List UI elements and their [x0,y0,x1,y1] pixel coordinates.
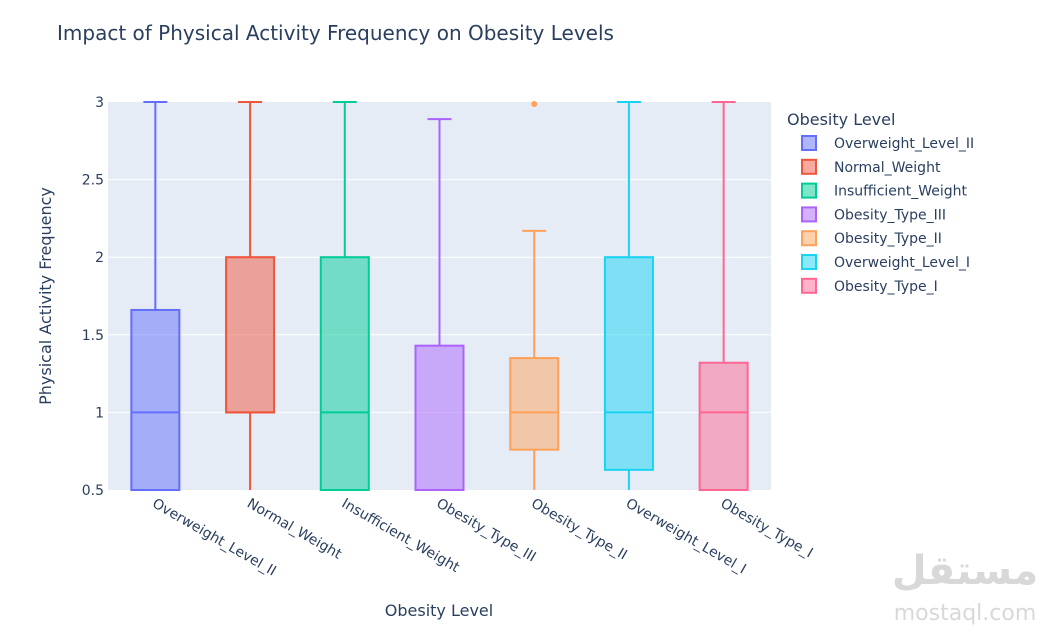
box-normal-weight [225,101,276,490]
x-tick-label: Obesity_Type_I [718,496,816,562]
box-body [130,308,181,491]
y-tick-label: 1.5 [82,328,104,344]
legend-item[interactable]: Overweight_Level_I [801,254,970,271]
legend-swatch [801,182,817,199]
legend-swatch [801,158,817,175]
box-body [698,361,749,491]
box-insufficient-weight [319,101,370,492]
chart-title: Impact of Physical Activity Frequency on… [57,21,614,45]
legend-item[interactable]: Obesity_Type_II [801,230,942,247]
legend-label: Overweight_Level_I [834,255,970,271]
y-axis-label: Physical Activity Frequency [36,187,55,405]
x-axis-label: Obesity Level [385,601,493,620]
legend-swatch [801,254,817,270]
legend-label: Normal_Weight [834,160,941,176]
legend-item[interactable]: Obesity_Type_I [801,277,938,295]
box-body [603,256,654,471]
legend-item[interactable]: Obesity_Type_III [801,206,946,223]
y-tick-label: 1 [95,405,104,421]
legend-label: Obesity_Type_I [834,279,938,295]
y-tick-label: 2 [95,250,104,266]
legend-title: Obesity Level [787,110,895,129]
box-body [319,256,370,492]
legend-item[interactable]: Overweight_Level_II [801,135,974,152]
legend-item[interactable]: Normal_Weight [801,158,941,176]
y-tick-label: 3 [95,95,104,111]
legend-label: Overweight_Level_II [834,136,974,152]
box-obesity-type-i [698,101,749,491]
legend-label: Obesity_Type_III [834,207,946,223]
x-tick-label: Normal_Weight [244,496,345,563]
legend-swatch [801,206,817,223]
box-obesity-type-iii [414,118,465,491]
legend-swatch [801,135,817,151]
legend-swatch [801,230,817,247]
box-body [509,357,560,451]
box-obesity-type-ii [509,101,560,490]
legend-item[interactable]: Insufficient_Weight [801,182,968,200]
legend-label: Obesity_Type_II [834,231,942,247]
x-tick-label: Obesity_Type_II [528,496,629,564]
y-tick-label: 0.5 [82,483,104,499]
box-body [414,344,465,491]
y-tick-label: 2.5 [82,173,104,189]
watermark-logo: مستقل [892,548,1038,594]
box-body [225,256,276,414]
legend-swatch [801,277,817,294]
box-overweight-level-ii [130,101,181,491]
watermark-logo-latin: mostaql.com [894,601,1037,626]
legend-label: Insufficient_Weight [834,184,968,200]
outlier-point [531,101,538,107]
box-overweight-level-i [603,101,654,490]
